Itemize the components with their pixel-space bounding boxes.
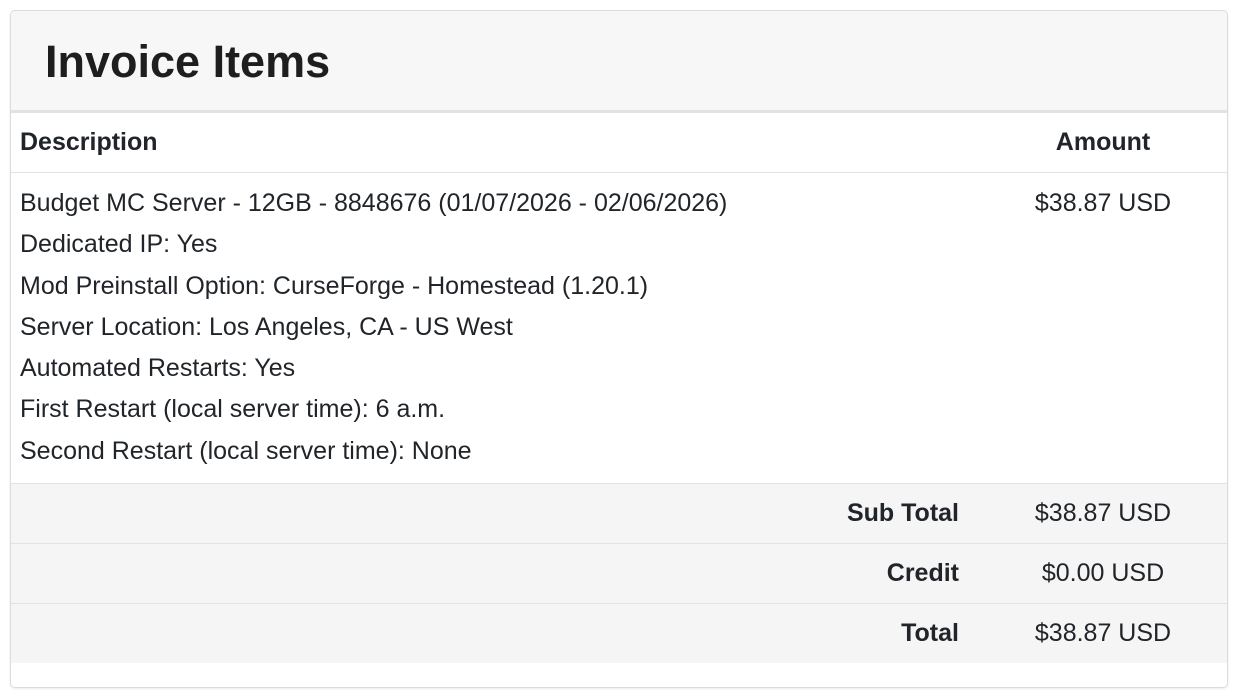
column-header-description: Description	[11, 113, 979, 173]
total-value: $38.87 USD	[979, 603, 1227, 664]
page-title: Invoice Items	[45, 36, 331, 87]
total-row: Total $38.87 USD	[11, 603, 1227, 664]
card-header: Invoice Items	[11, 11, 1227, 113]
total-label: Total	[11, 603, 979, 664]
description-line: Second Restart (local server time): None	[20, 436, 472, 465]
table-row: Budget MC Server - 12GB - 8848676 (01/07…	[11, 172, 1227, 485]
description-line: Server Location: Los Angeles, CA - US We…	[20, 312, 513, 341]
description-line: First Restart (local server time): 6 a.m…	[20, 395, 446, 424]
subtotal-row: Sub Total $38.87 USD	[11, 483, 1227, 545]
item-description: Budget MC Server - 12GB - 8848676 (01/07…	[11, 172, 979, 485]
invoice-items-card: Invoice Items Description Amount Budget …	[10, 10, 1228, 688]
column-header-amount: Amount	[979, 113, 1227, 173]
credit-row: Credit $0.00 USD	[11, 543, 1227, 605]
description-line: Mod Preinstall Option: CurseForge - Home…	[20, 271, 649, 300]
subtotal-label: Sub Total	[11, 483, 979, 545]
invoice-items-table: Description Amount Budget MC Server - 12…	[11, 113, 1227, 664]
table-header-row: Description Amount	[11, 113, 1227, 173]
item-amount: $38.87 USD	[979, 172, 1227, 485]
subtotal-value: $38.87 USD	[979, 483, 1227, 545]
description-line: Budget MC Server - 12GB - 8848676 (01/07…	[20, 189, 728, 217]
description-line: Dedicated IP: Yes	[20, 230, 218, 259]
credit-value: $0.00 USD	[979, 543, 1227, 605]
item-amount-value: $38.87 USD	[1034, 189, 1172, 217]
description-line: Automated Restarts: Yes	[20, 354, 296, 383]
credit-label: Credit	[11, 543, 979, 605]
